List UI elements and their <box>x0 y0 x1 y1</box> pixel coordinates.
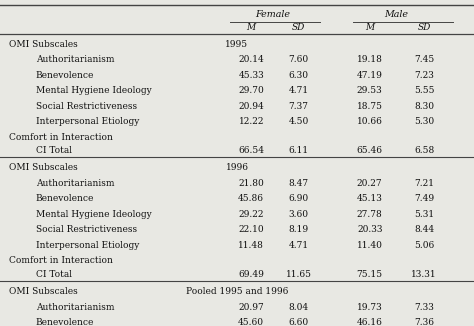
Text: 45.33: 45.33 <box>238 71 264 80</box>
Text: Benevolence: Benevolence <box>36 318 94 326</box>
Text: 7.45: 7.45 <box>414 55 434 64</box>
Text: 11.48: 11.48 <box>238 241 264 250</box>
Text: OMI Subscales: OMI Subscales <box>9 287 78 296</box>
Text: 13.31: 13.31 <box>411 270 437 279</box>
Text: 7.21: 7.21 <box>414 179 434 188</box>
Text: 19.73: 19.73 <box>357 303 383 312</box>
Text: Mental Hygiene Ideology: Mental Hygiene Ideology <box>36 86 151 95</box>
Text: Female: Female <box>255 10 290 19</box>
Text: 1996: 1996 <box>226 163 248 172</box>
Text: Benevolence: Benevolence <box>36 71 94 80</box>
Text: 22.10: 22.10 <box>238 226 264 234</box>
Text: Authoritarianism: Authoritarianism <box>36 179 114 188</box>
Text: 12.22: 12.22 <box>238 117 264 126</box>
Text: 20.33: 20.33 <box>357 226 383 234</box>
Text: 6.58: 6.58 <box>414 146 434 156</box>
Text: Authoritarianism: Authoritarianism <box>36 303 114 312</box>
Text: 20.14: 20.14 <box>238 55 264 64</box>
Text: 11.65: 11.65 <box>286 270 311 279</box>
Text: 20.94: 20.94 <box>238 102 264 111</box>
Text: 5.06: 5.06 <box>414 241 434 250</box>
Text: 7.60: 7.60 <box>289 55 309 64</box>
Text: SD: SD <box>292 23 305 32</box>
Text: SD: SD <box>418 23 431 32</box>
Text: 3.60: 3.60 <box>289 210 309 219</box>
Text: 29.53: 29.53 <box>357 86 383 95</box>
Text: 10.66: 10.66 <box>357 117 383 126</box>
Text: Mental Hygiene Ideology: Mental Hygiene Ideology <box>36 210 151 219</box>
Text: 4.71: 4.71 <box>289 86 309 95</box>
Text: 4.71: 4.71 <box>289 241 309 250</box>
Text: 6.30: 6.30 <box>289 71 309 80</box>
Text: 45.60: 45.60 <box>238 318 264 326</box>
Text: 20.97: 20.97 <box>238 303 264 312</box>
Text: CI Total: CI Total <box>36 270 72 279</box>
Text: 46.16: 46.16 <box>357 318 383 326</box>
Text: Comfort in Interaction: Comfort in Interaction <box>9 257 113 265</box>
Text: 7.33: 7.33 <box>414 303 434 312</box>
Text: 45.86: 45.86 <box>238 194 264 203</box>
Text: 45.13: 45.13 <box>357 194 383 203</box>
Text: 18.75: 18.75 <box>357 102 383 111</box>
Text: 7.36: 7.36 <box>414 318 434 326</box>
Text: Social Restrictiveness: Social Restrictiveness <box>36 226 137 234</box>
Text: 8.19: 8.19 <box>289 226 309 234</box>
Text: 8.04: 8.04 <box>289 303 309 312</box>
Text: 69.49: 69.49 <box>238 270 264 279</box>
Text: 8.44: 8.44 <box>414 226 434 234</box>
Text: 47.19: 47.19 <box>357 71 383 80</box>
Text: 29.22: 29.22 <box>238 210 264 219</box>
Text: 11.40: 11.40 <box>357 241 383 250</box>
Text: 66.54: 66.54 <box>238 146 264 156</box>
Text: 7.23: 7.23 <box>414 71 434 80</box>
Text: 7.49: 7.49 <box>414 194 434 203</box>
Text: 20.27: 20.27 <box>357 179 383 188</box>
Text: 65.46: 65.46 <box>357 146 383 156</box>
Text: Male: Male <box>384 10 408 19</box>
Text: Comfort in Interaction: Comfort in Interaction <box>9 133 113 142</box>
Text: 7.37: 7.37 <box>289 102 309 111</box>
Text: 21.80: 21.80 <box>238 179 264 188</box>
Text: 6.90: 6.90 <box>289 194 309 203</box>
Text: M: M <box>365 23 374 32</box>
Text: 19.18: 19.18 <box>357 55 383 64</box>
Text: CI Total: CI Total <box>36 146 72 156</box>
Text: Interpersonal Etiology: Interpersonal Etiology <box>36 117 139 126</box>
Text: Pooled 1995 and 1996: Pooled 1995 and 1996 <box>186 287 288 296</box>
Text: 4.50: 4.50 <box>289 117 309 126</box>
Text: 6.11: 6.11 <box>289 146 309 156</box>
Text: M: M <box>246 23 256 32</box>
Text: OMI Subscales: OMI Subscales <box>9 40 78 49</box>
Text: Authoritarianism: Authoritarianism <box>36 55 114 64</box>
Text: 27.78: 27.78 <box>357 210 383 219</box>
Text: 75.15: 75.15 <box>356 270 383 279</box>
Text: 1995: 1995 <box>226 40 248 49</box>
Text: 29.70: 29.70 <box>238 86 264 95</box>
Text: 8.30: 8.30 <box>414 102 434 111</box>
Text: Social Restrictiveness: Social Restrictiveness <box>36 102 137 111</box>
Text: Interpersonal Etiology: Interpersonal Etiology <box>36 241 139 250</box>
Text: 5.55: 5.55 <box>414 86 435 95</box>
Text: 8.47: 8.47 <box>289 179 309 188</box>
Text: 5.30: 5.30 <box>414 117 434 126</box>
Text: 6.60: 6.60 <box>289 318 309 326</box>
Text: Benevolence: Benevolence <box>36 194 94 203</box>
Text: 5.31: 5.31 <box>414 210 434 219</box>
Text: OMI Subscales: OMI Subscales <box>9 163 78 172</box>
